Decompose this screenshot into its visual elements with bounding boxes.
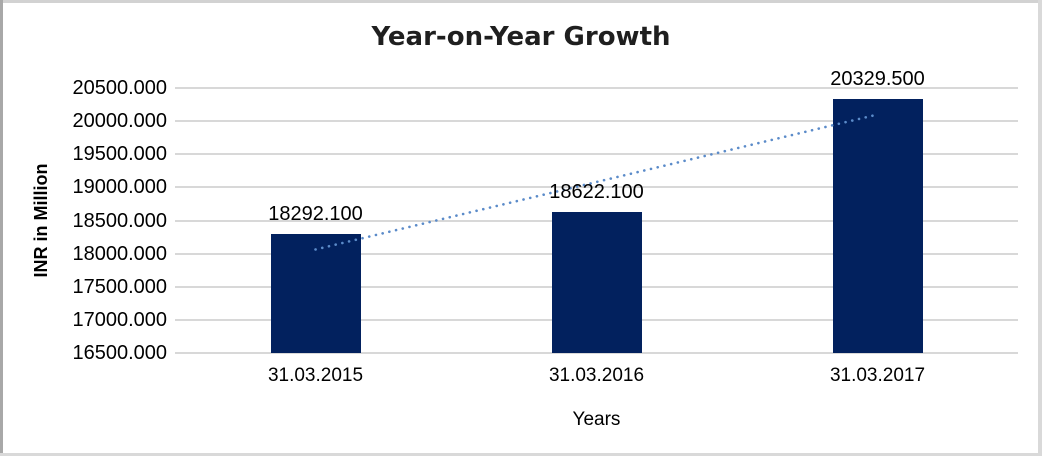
- frame-border-left: [0, 0, 3, 456]
- bar-31.03.2016: [551, 212, 642, 353]
- gridline: [175, 87, 1018, 89]
- trendline-dotted: [314, 113, 879, 251]
- y-tick-label: 19500.000: [72, 143, 167, 166]
- y-tick-label: 18000.000: [72, 242, 167, 265]
- data-label: 18292.100: [268, 203, 363, 226]
- chart-title: Year-on-Year Growth: [371, 22, 671, 52]
- data-label: 18622.100: [549, 181, 644, 204]
- plot-area: [175, 87, 1018, 354]
- x-tick-label: 31.03.2015: [267, 365, 364, 386]
- y-tick-label: 19000.000: [72, 176, 167, 199]
- y-tick-label: 20500.000: [72, 77, 167, 99]
- x-tick-label: 31.03.2016: [548, 365, 645, 386]
- data-label: 20329.500: [830, 68, 925, 91]
- gridline: [175, 352, 1018, 354]
- y-tick-label: 17500.000: [72, 275, 167, 298]
- y-tick-label: 16500.000: [72, 342, 167, 364]
- trendline: [314, 113, 879, 251]
- gridline: [175, 186, 1018, 189]
- x-axis-title: Years: [572, 409, 621, 430]
- y-tick-label: 20000.000: [72, 110, 167, 133]
- gridline: [175, 120, 1018, 123]
- bar-31.03.2015: [270, 234, 361, 353]
- bar-31.03.2017: [832, 99, 923, 353]
- frame-border-bottom: [0, 453, 1042, 456]
- y-tick-label: 17000.000: [72, 308, 167, 331]
- y-tick-label: 18500.000: [72, 209, 167, 232]
- frame-border-right: [1038, 0, 1042, 456]
- x-tick-label: 31.03.2017: [829, 365, 926, 386]
- gridline: [175, 153, 1018, 156]
- frame-border-top: [0, 0, 1042, 3]
